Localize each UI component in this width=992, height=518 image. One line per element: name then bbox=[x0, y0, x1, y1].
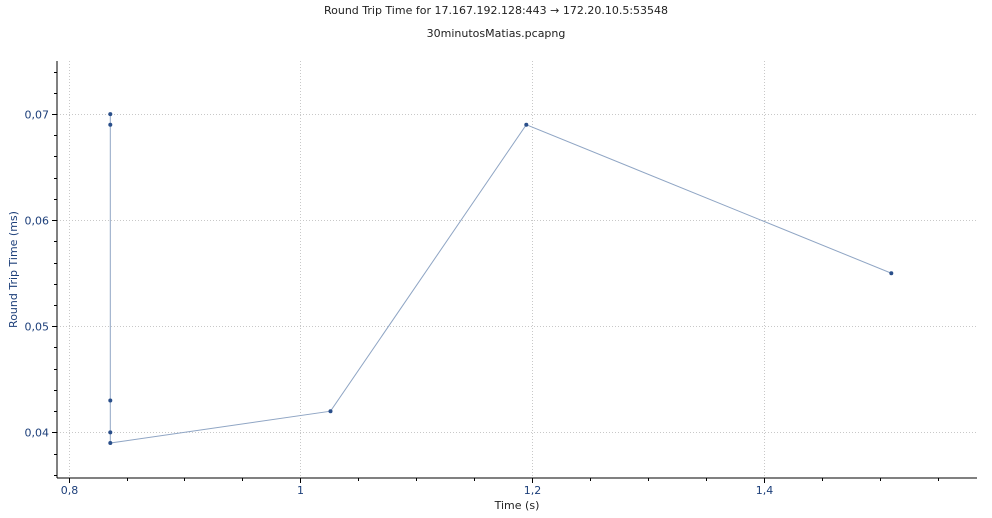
ticks: 0,8 1 1,2 1,4 0,04 0,05 0,06 0,07 bbox=[25, 72, 939, 497]
series bbox=[108, 112, 894, 445]
rtt-data-point bbox=[524, 122, 529, 127]
chart-subtitle: 30minutosMatias.pcapng bbox=[426, 27, 566, 40]
rtt-data-point bbox=[108, 430, 113, 435]
x-tick-label: 1,2 bbox=[524, 484, 542, 497]
rtt-data-point bbox=[328, 409, 333, 414]
x-tick-label: 1 bbox=[297, 484, 304, 497]
y-tick-label: 0,05 bbox=[25, 321, 50, 334]
rtt-data-point bbox=[108, 398, 113, 403]
rtt-data-point bbox=[108, 112, 113, 117]
rtt-series-line bbox=[109, 114, 892, 444]
grid bbox=[57, 61, 977, 478]
y-tick-label: 0,04 bbox=[25, 427, 50, 440]
y-tick-label: 0,06 bbox=[25, 215, 50, 228]
rtt-data-point bbox=[108, 441, 113, 445]
rtt-data-point bbox=[889, 271, 894, 276]
y-axis-label: Round Trip Time (ms) bbox=[7, 211, 20, 328]
x-axis-label: Time (s) bbox=[494, 499, 540, 512]
chart-title: Round Trip Time for 17.167.192.128:443 →… bbox=[323, 4, 669, 17]
y-tick-label: 0,07 bbox=[25, 109, 50, 122]
rtt-data-point bbox=[108, 122, 113, 127]
x-tick-label: 1,4 bbox=[756, 484, 774, 497]
axes bbox=[56, 61, 977, 479]
x-tick-label: 0,8 bbox=[61, 484, 79, 497]
